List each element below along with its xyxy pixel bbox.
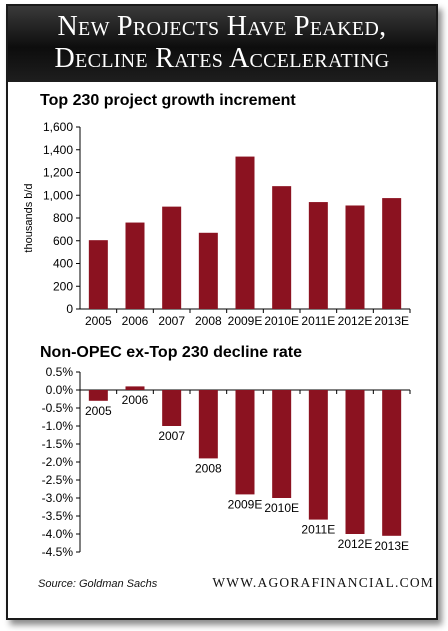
chart-1-y-tick-label: 600	[53, 234, 73, 248]
chart-2-bar	[125, 386, 145, 390]
source-note: Source: Goldman Sachs	[38, 578, 158, 590]
chart-1-y-axis-label: thousands b/d	[23, 183, 35, 252]
chart-2-x-tick-label: 2007	[158, 429, 185, 443]
chart-1-bar	[308, 202, 328, 309]
chart-2-y-tick-label: -2.5%	[42, 473, 74, 487]
chart-1-x-tick-label: 2011E	[301, 314, 335, 328]
chart-1-bar	[88, 240, 108, 309]
infographic-card: New Projects Have Peaked, Decline Rates …	[6, 4, 438, 620]
chart-2-y-tick-label: -1.0%	[42, 419, 74, 433]
chart-1-bar	[345, 205, 365, 309]
chart-1-bar	[162, 206, 182, 309]
chart-1-bar	[272, 186, 292, 309]
chart-1-x-tick-label: 2010E	[264, 314, 299, 328]
chart-1-x-tick-label: 2013E	[374, 314, 409, 328]
chart-2-y-tick-label: -0.5%	[42, 401, 74, 415]
chart-2-bar	[272, 390, 292, 498]
chart-1-bar	[125, 222, 145, 309]
chart-2-y-tick-label: -1.5%	[42, 437, 74, 451]
chart-1-y-tick-label: 800	[53, 211, 73, 225]
chart-2-bar	[162, 390, 182, 426]
chart-1-y-tick-label: 400	[53, 257, 73, 271]
chart-2-bar	[345, 390, 365, 534]
chart-1-x-tick-label: 2006	[122, 314, 149, 328]
chart-2-x-tick-label: 2013E	[374, 539, 409, 553]
chart-2-bar	[88, 390, 108, 401]
chart-2-x-tick-label: 2006	[122, 393, 149, 407]
chart-2-x-tick-label: 2012E	[338, 537, 373, 551]
chart-1-y-tick-label: 1,600	[43, 120, 73, 134]
headline-line-2: Decline Rates Accelerating	[54, 43, 390, 74]
chart-1-bar	[235, 156, 255, 309]
chart-2-y-tick-label: -2.0%	[42, 455, 74, 469]
chart-1-title: Top 230 project growth increment	[40, 92, 296, 109]
chart-1-y-tick-label: 1,400	[43, 143, 73, 157]
website-url[interactable]: WWW.AGORAFINANCIAL.COM	[212, 575, 434, 590]
chart-2-y-tick-label: -3.5%	[42, 509, 74, 523]
chart-2-x-tick-label: 2009E	[228, 497, 263, 511]
chart-2-bar	[308, 390, 328, 520]
chart-2-y-tick-label: 0.5%	[46, 365, 74, 379]
chart-1-y-tick-label: 0	[66, 302, 73, 316]
chart-2-x-tick-label: 2008	[195, 461, 222, 475]
chart-2-bar	[382, 390, 402, 536]
chart-1-x-tick-label: 2008	[195, 314, 222, 328]
chart-2-y-tick-label: -3.0%	[42, 491, 74, 505]
chart-2-title: Non-OPEC ex-Top 230 decline rate	[40, 344, 302, 361]
chart-2-x-tick-label: 2011E	[301, 523, 335, 537]
chart-1-y-tick-label: 1,200	[43, 166, 73, 180]
chart-1-x-tick-label: 2009E	[228, 314, 263, 328]
header-banner: New Projects Have Peaked, Decline Rates …	[8, 6, 436, 82]
chart-2-x-tick-label: 2005	[85, 404, 112, 418]
chart-1-bar	[198, 232, 218, 309]
chart-2-bar	[235, 390, 255, 495]
chart-2-y-tick-label: 0.0%	[46, 383, 74, 397]
chart-2-bar	[198, 390, 218, 459]
chart-1-y-tick-label: 1,000	[43, 188, 73, 202]
chart-1-y-tick-label: 200	[53, 279, 73, 293]
chart-1-x-tick-label: 2012E	[338, 314, 373, 328]
chart-2-y-tick-label: -4.5%	[42, 545, 74, 559]
headline-line-1: New Projects Have Peaked,	[57, 11, 387, 42]
chart-2-x-tick-label: 2010E	[264, 501, 299, 515]
chart-1-x-tick-label: 2005	[85, 314, 112, 328]
chart-1-bar	[382, 198, 402, 309]
chart-2-y-tick-label: -4.0%	[42, 527, 74, 541]
chart-1-x-tick-label: 2007	[158, 314, 185, 328]
